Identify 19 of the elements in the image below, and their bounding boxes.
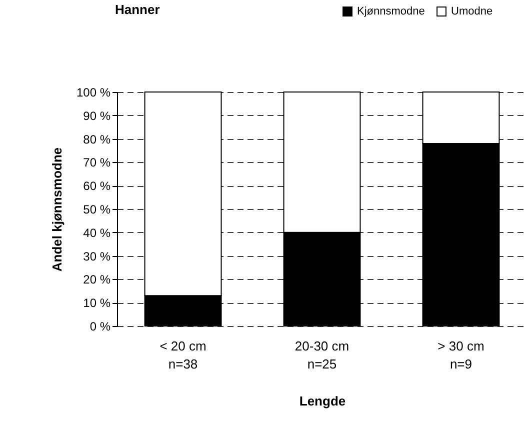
- chart-title: Hanner: [115, 2, 160, 17]
- x-axis-title: Lengde: [299, 394, 346, 408]
- legend-label: Umodne: [451, 6, 493, 18]
- x-tick-label: < 20 cm n=38: [160, 338, 206, 372]
- y-tick-label: 90 %: [83, 108, 111, 123]
- y-tick-label: 80 %: [83, 132, 111, 146]
- y-tick-label: 30 %: [83, 249, 111, 264]
- y-tick-label: 60 %: [83, 179, 111, 194]
- y-tick-label: 20 %: [83, 272, 111, 287]
- y-tick-label: 50 %: [83, 202, 111, 216]
- x-tick-label: > 30 cm n=9: [438, 338, 484, 372]
- y-tick-label: 40 %: [83, 226, 111, 240]
- y-tick-label: 0 %: [90, 320, 111, 334]
- y-tick-label: 100 %: [76, 86, 111, 100]
- legend-label: Kjønnsmodne: [357, 6, 425, 18]
- y-tick-label: 70 %: [83, 156, 111, 170]
- y-axis-title: Andel kjønnsmodne: [49, 147, 64, 272]
- x-tick-label: 20-30 cm n=25: [294, 338, 350, 372]
- y-tick-label: 10 %: [83, 296, 111, 310]
